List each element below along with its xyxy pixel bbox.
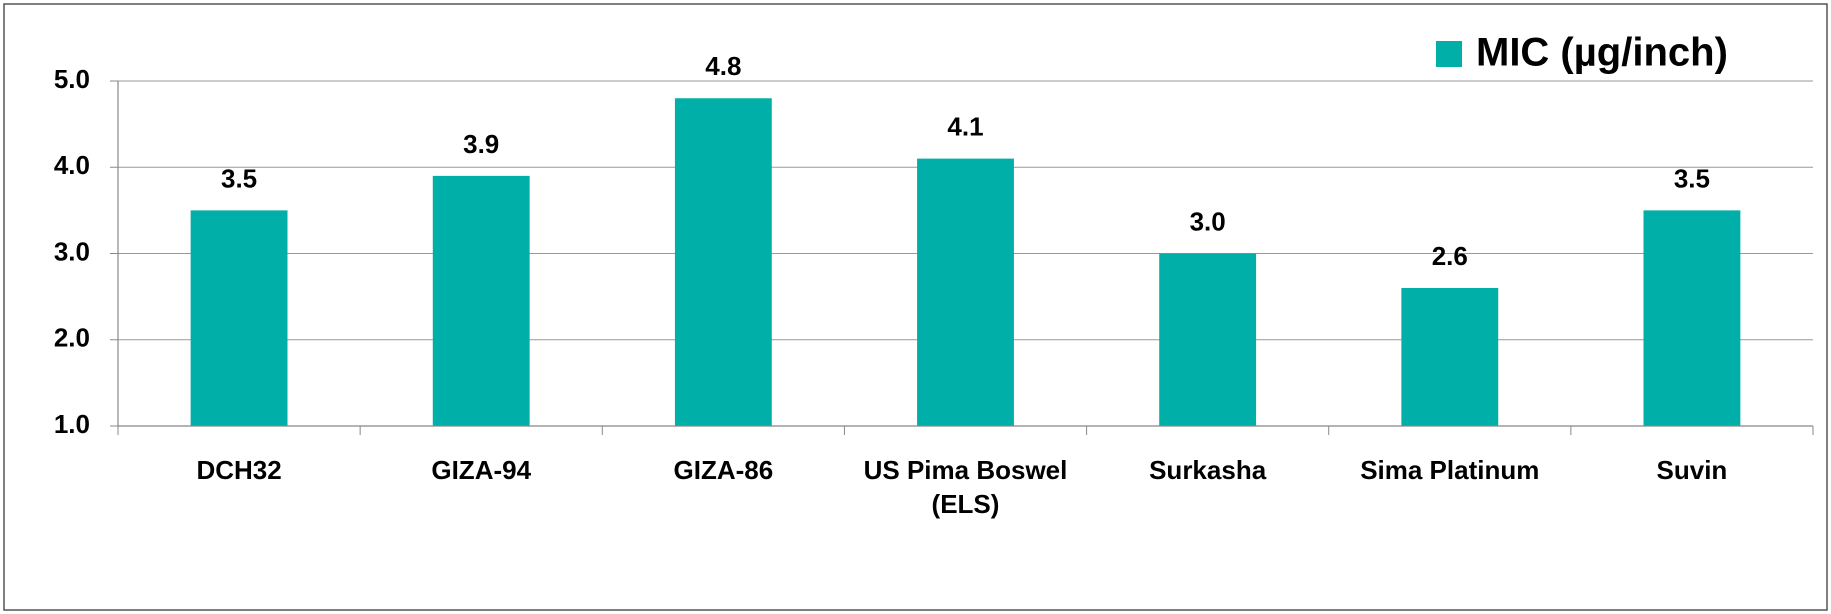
value-label: 4.1 bbox=[947, 112, 983, 142]
bar bbox=[1159, 253, 1257, 426]
bar bbox=[1643, 210, 1741, 426]
value-label: 3.5 bbox=[221, 163, 257, 193]
value-label: 3.9 bbox=[463, 129, 499, 159]
bar bbox=[432, 175, 530, 426]
legend-swatch bbox=[1436, 41, 1462, 67]
x-tick-label: GIZA-94 bbox=[431, 455, 532, 485]
x-tick-label: US Pima Boswel (ELS) bbox=[863, 455, 1068, 519]
x-tick-label: Surkasha bbox=[1149, 455, 1267, 485]
y-tick-label: 3.0 bbox=[54, 236, 90, 266]
legend-label: MIC (µg/inch) bbox=[1476, 31, 1728, 75]
y-tick-label: 2.0 bbox=[54, 323, 90, 353]
y-tick-label: 1.0 bbox=[54, 409, 90, 439]
value-label: 2.6 bbox=[1432, 241, 1468, 271]
value-label: 4.8 bbox=[705, 51, 741, 81]
chart-border bbox=[3, 3, 1828, 611]
value-label: 3.0 bbox=[1190, 206, 1226, 236]
value-label: 3.5 bbox=[1674, 163, 1710, 193]
bar bbox=[674, 98, 772, 426]
y-tick-label: 5.0 bbox=[54, 64, 90, 94]
x-tick-label: Suvin bbox=[1656, 455, 1728, 485]
bar bbox=[1401, 288, 1499, 426]
bar bbox=[917, 158, 1014, 426]
x-tick-label: DCH32 bbox=[196, 455, 282, 485]
x-tick-label: Sima Platinum bbox=[1360, 455, 1540, 485]
x-tick-label: GIZA-86 bbox=[673, 455, 774, 485]
bar bbox=[190, 210, 288, 426]
y-tick-label: 4.0 bbox=[54, 150, 90, 180]
